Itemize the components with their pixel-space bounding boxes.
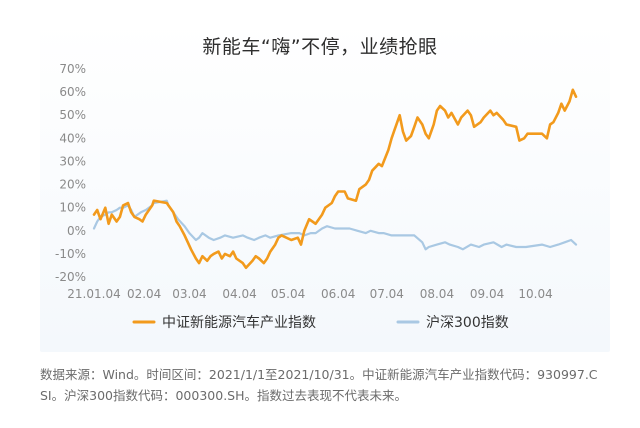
x-axis: 21.01.04 02.04 03.04 04.04 05.04 06.04 07.04 08… — [67, 287, 552, 301]
y-tick-label: 10% — [59, 201, 86, 215]
series-line — [92, 88, 578, 270]
chart-title: 新能车“嗨”不停，业绩抢眼 — [202, 36, 438, 58]
x-tick-label: 05.04 — [271, 287, 305, 301]
legend-label: 中证新能源汽车产业指数 — [162, 314, 316, 331]
y-tick-label: 30% — [59, 154, 86, 168]
x-tick-label: 07.04 — [370, 287, 404, 301]
series-layer — [92, 88, 578, 270]
x-tick-label: 02.04 — [127, 287, 161, 301]
chart-panel — [40, 22, 610, 352]
x-tick-label: 10.04 — [518, 287, 552, 301]
y-tick-label: 0% — [67, 224, 86, 238]
y-tick-label: -20% — [55, 270, 86, 284]
series-line — [92, 199, 578, 251]
x-tick-label: 06.04 — [321, 287, 355, 301]
x-tick-label: 08.04 — [420, 287, 454, 301]
x-tick-label: 09.04 — [470, 287, 504, 301]
y-tick-label: 70% — [59, 62, 86, 76]
x-tick-label: 03.04 — [172, 287, 206, 301]
legend-label: 沪深300指数 — [426, 315, 509, 331]
y-tick-label: -10% — [55, 247, 86, 261]
y-tick-label: 60% — [59, 85, 86, 99]
y-tick-label: 40% — [59, 131, 86, 145]
x-tick-label: 21.01.04 — [67, 287, 120, 301]
source-note: 数据来源：Wind。时间区间：2021/1/1至2021/10/31。中证新能源… — [40, 367, 598, 403]
y-axis: 70% 60% 50% 40% 30% 20% 10% 0% -10% -20% — [55, 62, 86, 284]
legend: 中证新能源汽车产业指数 沪深300指数 — [132, 314, 509, 331]
y-tick-label: 50% — [59, 108, 86, 122]
y-tick-label: 20% — [59, 178, 86, 192]
x-tick-label: 04.04 — [222, 287, 256, 301]
